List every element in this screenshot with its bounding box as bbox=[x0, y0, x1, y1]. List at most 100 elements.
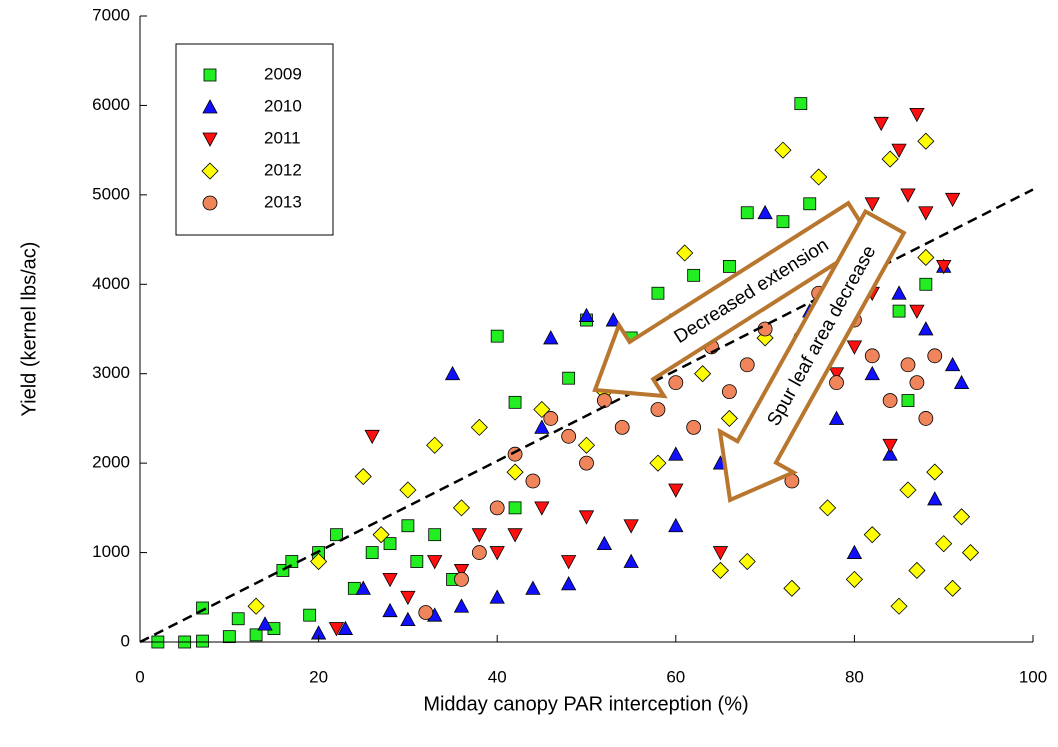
legend-label: 2010 bbox=[264, 96, 302, 115]
point bbox=[410, 555, 424, 568]
point bbox=[543, 411, 559, 426]
point bbox=[400, 590, 416, 606]
point bbox=[605, 312, 621, 327]
point bbox=[909, 107, 925, 123]
point bbox=[454, 572, 469, 587]
point bbox=[909, 304, 925, 319]
y-tick-label: 7000 bbox=[92, 5, 130, 24]
legend-marker bbox=[201, 162, 219, 180]
x-tick-label: 100 bbox=[1019, 667, 1047, 686]
point bbox=[863, 526, 881, 544]
point bbox=[917, 132, 935, 150]
point bbox=[364, 429, 380, 445]
point bbox=[561, 428, 577, 444]
point bbox=[757, 204, 773, 220]
point bbox=[668, 446, 684, 461]
point bbox=[864, 197, 880, 212]
point bbox=[810, 168, 828, 186]
point bbox=[694, 365, 712, 383]
point bbox=[882, 438, 898, 454]
point bbox=[579, 455, 594, 471]
point bbox=[676, 244, 694, 262]
point bbox=[919, 277, 933, 291]
legend-marker bbox=[202, 195, 218, 211]
point bbox=[560, 576, 577, 591]
point bbox=[328, 622, 345, 637]
point bbox=[944, 192, 961, 208]
x-tick-label: 40 bbox=[488, 667, 507, 686]
trend-line bbox=[139, 188, 1034, 644]
point bbox=[578, 307, 595, 322]
legend-label: 2013 bbox=[264, 192, 302, 211]
point bbox=[721, 384, 737, 400]
point bbox=[471, 545, 487, 560]
point bbox=[944, 356, 961, 372]
point bbox=[952, 508, 971, 526]
point bbox=[354, 467, 372, 486]
point bbox=[222, 630, 236, 644]
point bbox=[891, 285, 907, 300]
point bbox=[507, 446, 523, 462]
point bbox=[257, 616, 273, 631]
point bbox=[864, 365, 880, 381]
y-tick-label: 6000 bbox=[92, 95, 130, 114]
x-tick-label: 20 bbox=[309, 667, 328, 686]
point bbox=[365, 546, 379, 559]
point bbox=[426, 436, 444, 454]
point bbox=[649, 454, 667, 472]
point bbox=[927, 491, 943, 506]
point bbox=[596, 535, 613, 551]
point bbox=[525, 473, 541, 489]
point bbox=[337, 620, 354, 635]
point bbox=[401, 519, 415, 533]
point bbox=[562, 371, 576, 385]
point bbox=[471, 528, 488, 543]
point bbox=[890, 597, 908, 615]
point bbox=[507, 528, 523, 543]
point bbox=[882, 393, 898, 408]
point bbox=[908, 561, 926, 580]
point bbox=[828, 367, 845, 382]
point bbox=[578, 510, 595, 525]
point bbox=[686, 419, 702, 435]
point bbox=[918, 206, 934, 221]
y-axis-label: Yield (kernel lbs/ac) bbox=[18, 242, 40, 417]
point bbox=[382, 573, 398, 588]
point bbox=[330, 528, 343, 542]
point bbox=[917, 248, 935, 267]
point bbox=[470, 418, 488, 436]
point bbox=[560, 555, 577, 570]
point bbox=[712, 546, 729, 561]
point bbox=[534, 419, 550, 434]
legend-label: 2011 bbox=[264, 128, 301, 147]
point bbox=[892, 304, 906, 318]
point bbox=[891, 143, 907, 158]
point bbox=[310, 552, 328, 571]
point bbox=[508, 501, 522, 515]
point bbox=[428, 528, 442, 542]
legend-box bbox=[175, 43, 334, 236]
point bbox=[399, 481, 417, 499]
y-tick-label: 2000 bbox=[92, 453, 130, 472]
x-tick-label: 60 bbox=[666, 667, 685, 686]
y-tick-label: 0 bbox=[121, 631, 130, 650]
point bbox=[961, 544, 980, 562]
point bbox=[506, 463, 524, 481]
legend-marker bbox=[203, 68, 217, 82]
point bbox=[372, 526, 390, 544]
point bbox=[196, 634, 209, 648]
x-tick-label: 0 bbox=[135, 667, 144, 686]
point bbox=[776, 215, 790, 229]
point bbox=[944, 579, 962, 597]
point bbox=[900, 188, 916, 203]
y-tick-label: 4000 bbox=[92, 274, 130, 293]
y-tick-label: 1000 bbox=[92, 542, 130, 561]
point bbox=[918, 321, 934, 336]
point bbox=[819, 499, 837, 517]
point bbox=[926, 463, 944, 481]
x-axis-label: Midday canopy PAR interception (%) bbox=[423, 693, 748, 715]
point bbox=[489, 546, 505, 561]
point bbox=[452, 499, 471, 517]
point bbox=[231, 612, 245, 626]
point bbox=[803, 197, 817, 211]
